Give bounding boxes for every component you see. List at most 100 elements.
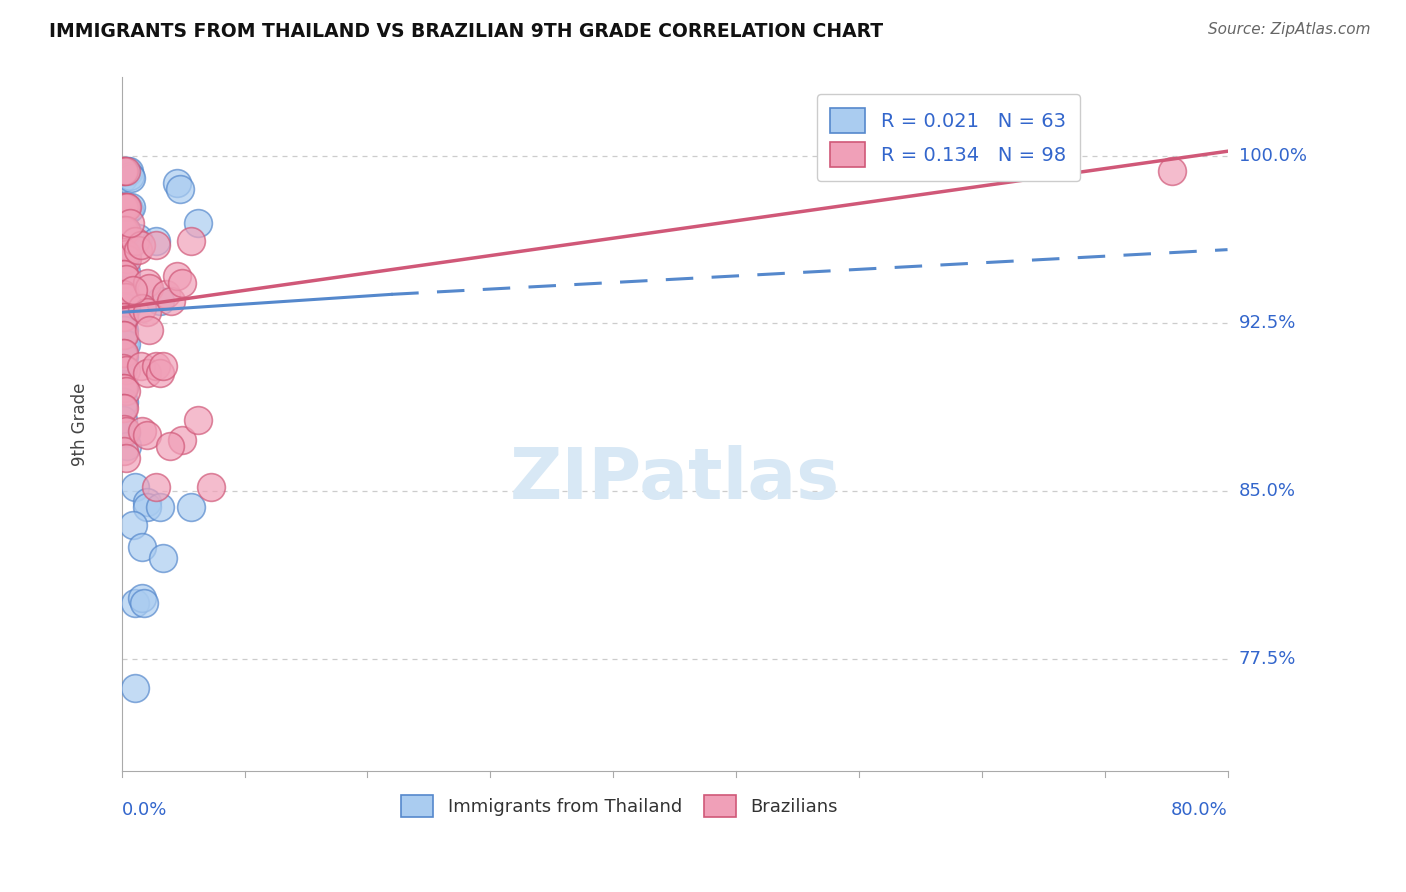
Point <box>114 200 136 214</box>
Point <box>112 310 135 324</box>
Point <box>169 182 191 196</box>
Point <box>124 596 146 610</box>
Point <box>114 200 136 214</box>
Point <box>115 200 138 214</box>
Point <box>155 287 177 301</box>
Point <box>124 480 146 494</box>
Point <box>112 350 135 364</box>
Point <box>187 216 209 230</box>
Point <box>114 336 136 351</box>
Point <box>114 247 136 261</box>
Point <box>180 234 202 248</box>
Point <box>145 480 167 494</box>
Point <box>112 401 135 416</box>
Point <box>112 171 135 186</box>
Point <box>112 401 135 416</box>
Point <box>112 283 135 297</box>
Text: 77.5%: 77.5% <box>1239 650 1296 668</box>
Point <box>145 238 167 252</box>
Point <box>114 384 136 398</box>
Point <box>112 361 135 376</box>
Point <box>121 517 143 532</box>
Point <box>118 169 141 183</box>
Point <box>114 265 136 279</box>
Point <box>120 200 142 214</box>
Point <box>112 244 135 259</box>
Point <box>131 591 153 606</box>
Point <box>112 361 135 376</box>
Point <box>112 327 135 342</box>
Point <box>149 500 172 514</box>
Point <box>112 244 135 259</box>
Point <box>132 596 155 610</box>
Point <box>112 222 135 236</box>
Point <box>112 443 135 458</box>
Point <box>112 336 135 351</box>
Point <box>115 252 138 266</box>
Point <box>114 290 136 304</box>
Point <box>149 366 172 380</box>
Point <box>112 299 135 313</box>
Point <box>115 200 138 214</box>
Point <box>124 681 146 695</box>
Text: 85.0%: 85.0% <box>1239 483 1296 500</box>
Point <box>112 327 135 342</box>
Point <box>112 323 135 337</box>
Point <box>180 500 202 514</box>
Point <box>112 379 135 393</box>
Point <box>112 244 135 259</box>
Point <box>112 350 135 364</box>
Point <box>152 551 174 566</box>
Text: 80.0%: 80.0% <box>1171 801 1227 819</box>
Point <box>135 366 157 380</box>
Text: ZIPatlas: ZIPatlas <box>509 445 839 514</box>
Point <box>112 164 135 178</box>
Text: Source: ZipAtlas.com: Source: ZipAtlas.com <box>1208 22 1371 37</box>
Point <box>115 164 138 178</box>
Point <box>112 265 135 279</box>
Point <box>112 394 135 409</box>
Point <box>1161 164 1184 178</box>
Point <box>112 310 135 324</box>
Point <box>135 495 157 509</box>
Point <box>114 222 136 236</box>
Point <box>112 222 135 236</box>
Text: 0.0%: 0.0% <box>122 801 167 819</box>
Point <box>172 433 194 447</box>
Point <box>112 164 135 178</box>
Point <box>145 359 167 373</box>
Point <box>166 176 188 190</box>
Point <box>112 310 135 324</box>
Point <box>114 247 136 261</box>
Point <box>114 425 136 440</box>
Point <box>112 381 135 395</box>
Point <box>114 424 136 438</box>
Point <box>127 243 149 257</box>
Point <box>131 301 153 315</box>
Point <box>114 164 136 178</box>
Point <box>200 480 222 494</box>
Point <box>112 412 135 426</box>
Point <box>112 323 135 337</box>
Point <box>112 394 135 409</box>
Text: 92.5%: 92.5% <box>1239 315 1296 333</box>
Text: IMMIGRANTS FROM THAILAND VS BRAZILIAN 9TH GRADE CORRELATION CHART: IMMIGRANTS FROM THAILAND VS BRAZILIAN 9T… <box>49 22 883 41</box>
Point <box>121 283 143 297</box>
Point <box>114 271 136 285</box>
Point <box>166 269 188 284</box>
Point <box>115 439 138 453</box>
Point <box>129 238 152 252</box>
Point <box>112 267 135 281</box>
Point <box>114 164 136 178</box>
Point <box>120 171 142 186</box>
Point <box>112 425 135 440</box>
Point <box>152 359 174 373</box>
Point <box>112 310 135 324</box>
Point <box>115 225 138 239</box>
Point <box>117 202 139 217</box>
Point <box>129 359 152 373</box>
Point <box>112 200 135 214</box>
Text: 9th Grade: 9th Grade <box>70 383 89 466</box>
Point <box>112 345 135 359</box>
Point <box>112 222 135 236</box>
